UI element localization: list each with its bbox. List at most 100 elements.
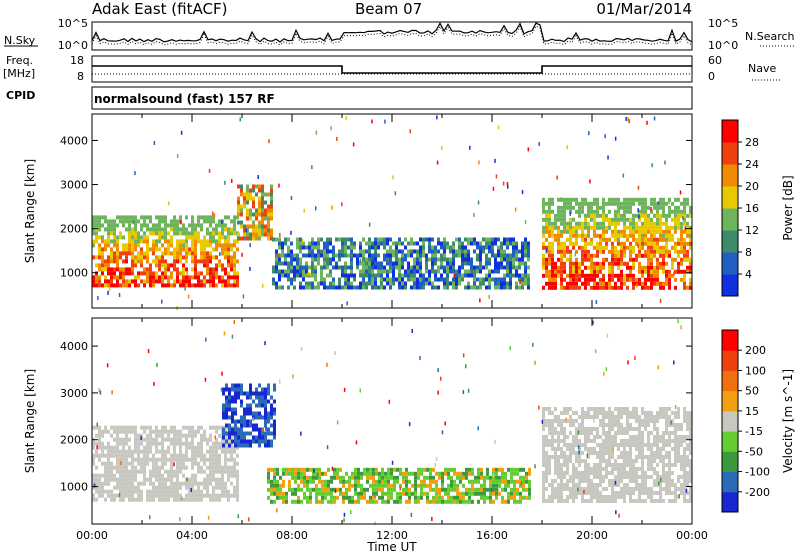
heatmap-cell [209, 462, 212, 466]
heatmap-cell [467, 270, 470, 274]
heatmap-cell [635, 459, 638, 463]
heatmap-cell [599, 483, 602, 487]
heatmap-cell [300, 488, 303, 492]
heatmap-cell [575, 431, 578, 435]
heatmap-cell [458, 242, 461, 246]
heatmap-cell [332, 467, 334, 471]
heatmap-cell [312, 488, 315, 492]
heatmap-cell [683, 491, 686, 495]
heatmap-cell [218, 470, 221, 474]
heatmap-cell [173, 454, 176, 458]
heatmap-cell [572, 447, 575, 451]
heatmap-cell [348, 496, 351, 500]
heatmap-cell [203, 283, 206, 287]
heatmap-cell [641, 266, 644, 270]
heatmap-cell [587, 487, 590, 491]
heatmap-cell [686, 479, 689, 483]
heatmap-cell [575, 439, 578, 443]
heatmap-cell [240, 237, 243, 241]
heatmap-cell [606, 367, 608, 371]
heatmap-cell [608, 274, 611, 278]
heatmap-cell [237, 201, 240, 205]
heatmap-cell [501, 472, 504, 476]
heatmap-cell [479, 242, 482, 246]
heatmap-cell [197, 482, 200, 486]
heatmap-cell [584, 499, 587, 503]
heatmap-cell [474, 488, 477, 492]
heatmap-cell [209, 434, 212, 438]
heatmap-cell [405, 484, 408, 488]
heatmap-cell [557, 415, 560, 419]
heatmap-cell [293, 286, 296, 290]
heatmap-cell [596, 254, 599, 258]
heatmap-cell [551, 242, 554, 246]
heatmap-cell [116, 446, 119, 450]
heatmap-cell [350, 250, 353, 254]
heatmap-cell [565, 418, 567, 422]
heatmap-cell [377, 274, 380, 278]
heatmap-cell [200, 279, 203, 283]
heatmap-cell [480, 484, 483, 488]
heatmap-cell [206, 251, 209, 255]
heatmap-cell [206, 227, 209, 231]
heatmap-cell [140, 462, 143, 466]
heatmap-cell [641, 443, 644, 447]
heatmap-cell [513, 500, 516, 504]
heatmap-cell [365, 266, 368, 270]
heatmap-cell [137, 251, 140, 255]
heatmap-cell [200, 498, 203, 502]
heatmap-cell [176, 470, 179, 474]
heatmap-cell [116, 466, 119, 470]
heatmap-cell [578, 415, 581, 419]
heatmap-cell [212, 494, 215, 498]
heatmap-cell [596, 443, 599, 447]
heatmap-cell [113, 486, 116, 490]
heatmap-cell [243, 412, 246, 416]
heatmap-cell [566, 202, 569, 206]
heatmap-cell [272, 270, 275, 274]
heatmap-cell [599, 479, 602, 483]
heatmap-cell [423, 484, 426, 488]
heatmap-cell [116, 494, 119, 498]
heatmap-cell [161, 279, 164, 283]
heatmap-cell [412, 267, 414, 271]
heatmap-cell [98, 494, 101, 498]
heatmap-cell [146, 223, 149, 227]
heatmap-cell [212, 227, 215, 231]
heatmap-cell [608, 423, 611, 427]
heatmap-cell [428, 246, 431, 250]
heatmap-cell [113, 426, 116, 430]
heatmap-cell [380, 242, 383, 246]
heatmap-cell [593, 222, 596, 226]
heatmap-cell [134, 450, 137, 454]
heatmap-cell [234, 428, 237, 432]
heatmap-cell [659, 455, 662, 459]
heatmap-cell [306, 468, 309, 472]
heatmap-cell [656, 206, 659, 210]
heatmap-cell [617, 455, 620, 459]
heatmap-cell [110, 490, 113, 494]
heatmap-cell [155, 494, 158, 498]
heatmap-cell [494, 258, 497, 262]
heatmap-cell [545, 471, 548, 475]
heatmap-cell [443, 282, 446, 286]
heatmap-cell [686, 250, 689, 254]
heatmap-cell [638, 483, 641, 487]
heatmap-cell [107, 279, 110, 283]
heatmap-cell [575, 226, 578, 230]
heatmap-cell [215, 239, 218, 243]
heatmap-cell [273, 388, 276, 392]
heatmap-cell [587, 250, 590, 254]
heatmap-cell [525, 496, 528, 500]
heatmap-cell [164, 267, 167, 271]
heatmap-cell [650, 499, 653, 503]
heatmap-cell [625, 117, 627, 121]
heatmap-cell [590, 467, 593, 471]
heatmap-cell [188, 426, 191, 430]
heatmap-cell [362, 270, 365, 274]
heatmap-cell [353, 274, 356, 278]
heatmap-cell [240, 432, 243, 436]
heatmap-cell [456, 476, 459, 480]
heatmap-cell [650, 487, 653, 491]
heatmap-cell [551, 483, 554, 487]
